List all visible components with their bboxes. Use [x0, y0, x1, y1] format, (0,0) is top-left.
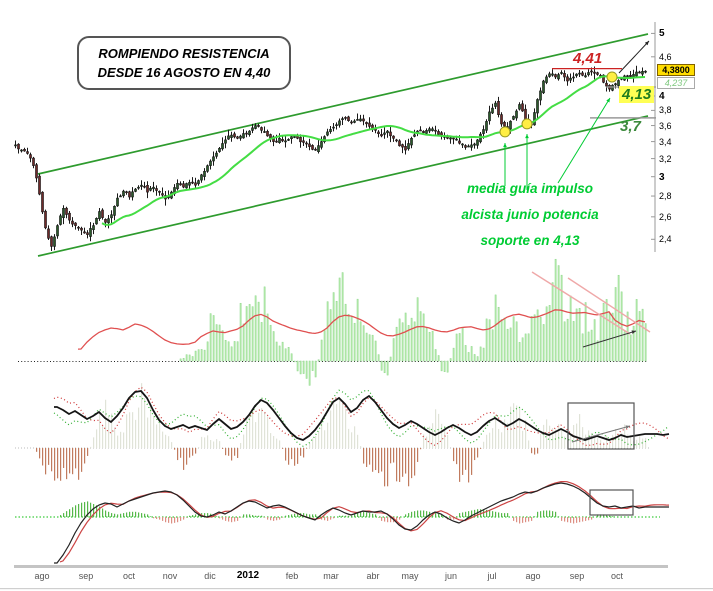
- title-line-1: ROMPIENDO RESISTENCIA: [98, 45, 270, 61]
- y-tick-label: 2,8: [659, 191, 672, 202]
- pink-trendline: [567, 277, 651, 333]
- volume-bars: [179, 258, 647, 386]
- annotation-arrow: [582, 330, 637, 348]
- annotation-arrow: [557, 97, 611, 184]
- highlight-box: [567, 402, 635, 450]
- y-tick-label: 5: [659, 28, 665, 40]
- arrow-head: [631, 330, 636, 334]
- y-tick-label: 3: [659, 171, 665, 183]
- month-label: sep: [569, 571, 585, 581]
- analysis-note: media guía impulso alcista junio potenci…: [450, 176, 610, 254]
- ma-value-badge: 4,237: [657, 77, 695, 89]
- y-tick-label: 4: [659, 91, 665, 102]
- volume-ma-line: [77, 309, 646, 350]
- y-tick-label: 2,6: [659, 211, 672, 222]
- ma-touch-marker: [521, 118, 533, 130]
- annotation-arrow: [618, 40, 650, 74]
- x-axis-bar: [14, 565, 668, 568]
- level-price-label: 3,7: [620, 118, 641, 135]
- month-label: oct: [122, 571, 135, 581]
- ma-touch-marker: [499, 126, 511, 138]
- note-line-1: media guía impulso: [466, 181, 594, 196]
- month-label: ago: [34, 571, 50, 581]
- month-label: dic: [204, 571, 216, 581]
- oscillator-main-line: [54, 390, 670, 441]
- bottom-border: [0, 588, 713, 590]
- month-label: jul: [487, 571, 497, 581]
- arrow-head: [525, 134, 529, 139]
- resistance-price-label: 4,41: [573, 50, 603, 67]
- note-line-2: alcista junio potencia: [461, 207, 599, 222]
- oscillator-histogram: [36, 383, 647, 487]
- month-label: feb: [285, 571, 299, 581]
- support-price-label: 4,13: [619, 86, 655, 103]
- arrow-head: [503, 143, 507, 148]
- title-line-2: DESDE 16 AGOSTO EN 4,40: [97, 65, 271, 80]
- ma-touch-marker: [606, 71, 618, 83]
- oscillator-signal-green: [53, 389, 670, 447]
- y-tick-label: 4,6: [659, 51, 672, 62]
- pink-trendline: [531, 271, 631, 335]
- annotation-arrow: [571, 425, 631, 443]
- month-label: ago: [525, 571, 541, 581]
- moving-average-line: [101, 75, 646, 226]
- month-label: oct: [610, 571, 623, 581]
- last-price-badge: 4,3800: [657, 64, 695, 76]
- note-line-3: soporte en 4,13: [480, 233, 580, 248]
- channel-upper-line: [37, 33, 649, 175]
- y-tick-label: 3,6: [659, 120, 672, 131]
- arrow-head: [625, 425, 630, 429]
- month-label: may: [401, 571, 419, 581]
- month-label: jun: [444, 571, 457, 581]
- y-tick-label: 2,4: [659, 234, 672, 245]
- arrow-head: [644, 41, 649, 46]
- y-tick-label: 3,8: [659, 105, 672, 116]
- highlight-box: [589, 489, 634, 516]
- y-tick-label: 3,2: [659, 153, 672, 164]
- month-label: mar: [323, 571, 339, 581]
- annotation-title-box: ROMPIENDO RESISTENCIA DESDE 16 AGOSTO EN…: [77, 36, 291, 90]
- month-label: abr: [366, 571, 380, 581]
- arrow-head: [606, 98, 610, 103]
- slow-osc-histogram: [60, 501, 614, 524]
- month-label: nov: [162, 571, 178, 581]
- channel-lower-line: [37, 115, 649, 257]
- month-label: 2012: [236, 570, 260, 581]
- month-label: sep: [78, 571, 94, 581]
- y-tick-label: 3,4: [659, 136, 672, 147]
- price-candles: [14, 65, 647, 251]
- slow-osc-black-line: [54, 482, 669, 564]
